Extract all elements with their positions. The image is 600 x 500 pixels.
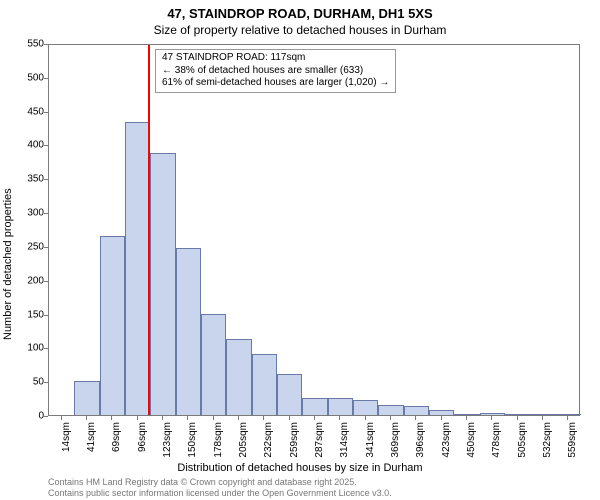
x-tick-label: 14sqm: [61, 422, 72, 462]
x-tick-label: 96sqm: [137, 422, 148, 462]
annotation-line1: 47 STAINDROP ROAD: 117sqm: [162, 52, 389, 65]
x-tick-label: 505sqm: [517, 422, 528, 462]
histogram-bar: [404, 406, 429, 415]
y-tick-label: 450: [18, 106, 44, 117]
histogram-bar: [302, 398, 327, 415]
y-tick-label: 150: [18, 309, 44, 320]
histogram-bar: [505, 414, 530, 415]
histogram-bar: [277, 374, 302, 415]
annotation-box: 47 STAINDROP ROAD: 117sqm ← 38% of detac…: [155, 49, 396, 93]
x-tick-mark: [491, 416, 492, 420]
histogram-bar: [480, 413, 505, 415]
x-tick-label: 450sqm: [466, 422, 477, 462]
x-tick-mark: [61, 416, 62, 420]
x-tick-mark: [517, 416, 518, 420]
x-tick-mark: [441, 416, 442, 420]
footer-line1: Contains HM Land Registry data © Crown c…: [48, 477, 392, 487]
footer-line2: Contains public sector information licen…: [48, 488, 392, 498]
histogram-bar: [150, 153, 175, 415]
x-tick-label: 232sqm: [263, 422, 274, 462]
x-tick-mark: [415, 416, 416, 420]
annotation-line3: 61% of semi-detached houses are larger (…: [162, 77, 389, 90]
x-tick-label: 532sqm: [542, 422, 553, 462]
page-subtitle: Size of property relative to detached ho…: [0, 23, 600, 37]
x-tick-label: 178sqm: [213, 422, 224, 462]
x-tick-label: 314sqm: [339, 422, 350, 462]
x-tick-mark: [542, 416, 543, 420]
x-tick-mark: [339, 416, 340, 420]
x-tick-label: 369sqm: [390, 422, 401, 462]
x-tick-label: 205sqm: [238, 422, 249, 462]
histogram-bar: [176, 248, 201, 415]
y-tick-label: 200: [18, 275, 44, 286]
histogram-bar: [252, 354, 277, 415]
x-tick-mark: [238, 416, 239, 420]
histogram-bar: [226, 339, 251, 415]
y-tick-label: 300: [18, 208, 44, 219]
x-tick-mark: [466, 416, 467, 420]
y-tick-mark: [44, 416, 48, 417]
x-tick-label: 150sqm: [187, 422, 198, 462]
histogram-bar: [429, 410, 454, 415]
y-tick-label: 400: [18, 140, 44, 151]
y-tick-label: 550: [18, 39, 44, 50]
x-tick-mark: [289, 416, 290, 420]
footer-attribution: Contains HM Land Registry data © Crown c…: [48, 477, 392, 498]
y-tick-label: 350: [18, 174, 44, 185]
histogram-bar: [125, 122, 150, 415]
histogram-bar: [378, 405, 403, 415]
x-tick-label: 396sqm: [415, 422, 426, 462]
histogram-bar: [328, 398, 353, 415]
x-tick-label: 123sqm: [162, 422, 173, 462]
y-tick-label: 50: [18, 377, 44, 388]
x-tick-mark: [86, 416, 87, 420]
histogram-bar: [454, 414, 479, 415]
page-title: 47, STAINDROP ROAD, DURHAM, DH1 5XS: [0, 6, 600, 21]
histogram-bar: [201, 314, 226, 415]
y-tick-label: 0: [18, 411, 44, 422]
marker-line: [148, 45, 150, 415]
x-tick-mark: [365, 416, 366, 420]
histogram-bar: [530, 414, 555, 415]
x-tick-label: 341sqm: [365, 422, 376, 462]
x-tick-label: 69sqm: [111, 422, 122, 462]
x-tick-mark: [314, 416, 315, 420]
x-tick-mark: [162, 416, 163, 420]
x-tick-label: 41sqm: [86, 422, 97, 462]
histogram-bar: [353, 400, 378, 415]
y-tick-label: 500: [18, 72, 44, 83]
x-tick-mark: [567, 416, 568, 420]
histogram-bar: [74, 381, 99, 415]
x-tick-label: 423sqm: [441, 422, 452, 462]
x-tick-mark: [111, 416, 112, 420]
x-tick-mark: [187, 416, 188, 420]
x-tick-label: 478sqm: [491, 422, 502, 462]
histogram-bar: [556, 414, 581, 415]
annotation-line2: ← 38% of detached houses are smaller (63…: [162, 65, 389, 78]
x-tick-label: 259sqm: [289, 422, 300, 462]
y-axis-label: Number of detached properties: [2, 188, 14, 340]
histogram-plot: 47 STAINDROP ROAD: 117sqm ← 38% of detac…: [48, 44, 580, 416]
x-tick-mark: [263, 416, 264, 420]
y-tick-label: 250: [18, 241, 44, 252]
x-axis-label: Distribution of detached houses by size …: [0, 462, 600, 474]
x-tick-mark: [390, 416, 391, 420]
x-tick-mark: [137, 416, 138, 420]
x-tick-label: 559sqm: [567, 422, 578, 462]
histogram-bar: [100, 236, 125, 415]
y-tick-label: 100: [18, 343, 44, 354]
x-tick-mark: [213, 416, 214, 420]
x-tick-label: 287sqm: [314, 422, 325, 462]
